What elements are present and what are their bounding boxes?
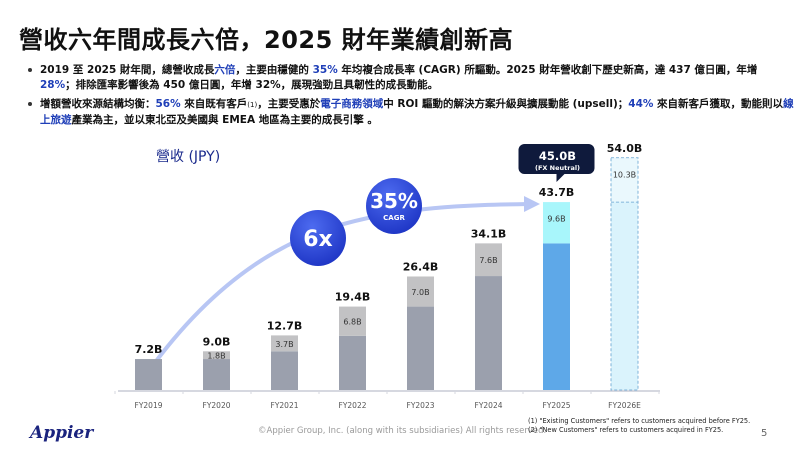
bar-increment <box>475 243 502 277</box>
page-number: 5 <box>761 428 768 439</box>
bar-increment <box>407 276 434 307</box>
highlight-text: 線上旅遊 <box>40 98 794 126</box>
total-label: 54.0B <box>607 142 643 155</box>
footnote-ref: (1) <box>247 101 258 109</box>
bar-base <box>135 359 162 390</box>
increment-label: 6.8B <box>343 318 361 327</box>
bar-base <box>203 359 230 390</box>
bullet-text: 來自既有客戶 <box>180 98 248 110</box>
growth-arrow-head <box>524 196 540 212</box>
bar-base <box>339 335 366 390</box>
highlight-text: 56% <box>155 98 181 110</box>
bullet-item: 增額營收來源結構均衡：56% 來自既有客戶(1)，主要受惠於電子商務領域中 RO… <box>26 97 794 127</box>
growth-multiple-badge <box>290 210 346 266</box>
category-label: FY2019 <box>135 401 163 410</box>
bullet-text: 產業為主，並以東北亞及美國與 EMEA 地區為主要的成長引擎 。 <box>71 113 378 126</box>
increment-label: 3.7B <box>275 340 293 349</box>
increment-label: 7.0B <box>411 288 429 297</box>
copyright-text: ©Appier Group, Inc. (along with its subs… <box>258 426 547 436</box>
bar-base <box>475 276 502 390</box>
bar-base <box>271 351 298 390</box>
category-label: FY2021 <box>271 401 299 410</box>
callout-value: 45.0B <box>539 149 576 163</box>
callout-note: (FX Neutral) <box>535 164 580 172</box>
bar-increment <box>611 158 638 202</box>
total-label: 26.4B <box>403 260 439 273</box>
bar-increment <box>339 306 366 336</box>
increment-label: 7.6B <box>479 256 497 265</box>
page-title: 營收六年間成長六倍，2025 財年業績創新高 <box>19 26 514 54</box>
bullet-text: 2019 至 2025 財年間，總營收成長 <box>40 64 215 76</box>
highlight-text: 電子商務領域 <box>320 98 384 110</box>
total-label: 43.7B <box>539 186 575 199</box>
highlight-text: 28% <box>40 78 66 91</box>
bar-base <box>407 306 434 390</box>
fx-neutral-callout <box>518 144 595 182</box>
category-label: FY2020 <box>203 401 231 410</box>
bullet-item: 2019 至 2025 財年間，總營收成長六倍，主要由穩健的 35% 年均複合成… <box>26 63 794 92</box>
category-label: FY2026E <box>608 401 641 410</box>
total-label: 19.4B <box>335 291 371 304</box>
footnote: (1) "Existing Customers" refers to custo… <box>528 417 751 425</box>
bullet-text: ，主要受惠於 <box>257 98 321 110</box>
total-label: 34.1B <box>471 227 507 240</box>
increment-label: 9.6B <box>547 215 565 224</box>
total-label: 9.0B <box>203 335 231 348</box>
footnotes: (1) "Existing Customers" refers to custo… <box>528 417 750 435</box>
highlight-text: 44% <box>628 98 654 110</box>
summary-bullets: 2019 至 2025 財年間，總營收成長六倍，主要由穩健的 35% 年均複合成… <box>26 63 794 132</box>
highlight-text: 六倍 <box>214 64 236 76</box>
total-label: 7.2B <box>135 343 163 356</box>
category-label: FY2023 <box>407 401 435 410</box>
bar-increment <box>543 202 570 244</box>
category-label: FY2024 <box>475 401 503 410</box>
badge-caption: CAGR <box>383 214 405 222</box>
bullet-text: 年均複合成長率 (CAGR) 所驅動。2025 財年營收創下歷史新高，達 437… <box>337 64 758 76</box>
badge-value: 6x <box>303 227 333 252</box>
total-label: 12.7B <box>267 319 303 332</box>
badge-value: 35% <box>370 189 418 213</box>
highlight-text: 35% <box>312 64 338 76</box>
bullet-text: 來自新客戶獲取，動能則以 <box>653 98 784 110</box>
category-label: FY2022 <box>339 401 367 410</box>
bullet-text: ，主要由穩健的 <box>235 64 313 76</box>
cagr-badge <box>366 178 422 234</box>
increment-label: 1.8B <box>207 352 225 361</box>
bullet-text: 增額營收來源結構均衡： <box>40 98 156 110</box>
bar-increment <box>203 351 230 360</box>
footnote: (2) "New Customers" refers to customers … <box>528 426 724 434</box>
appier-logo: Appier <box>30 423 94 443</box>
bar-increment <box>271 335 298 352</box>
bullet-text: ；排除匯率影響後為 450 億日圓，年增 32%，展現強勁且具韌性的成長動能。 <box>65 78 439 91</box>
bar-base <box>543 243 570 390</box>
increment-label: 10.3B <box>613 170 636 179</box>
bullet-text: 中 ROI 驅動的解決方案升級與擴展動能 (upsell)； <box>383 98 629 110</box>
category-label: FY2025 <box>543 401 571 410</box>
chart-title: 營收 (JPY) <box>156 149 221 165</box>
